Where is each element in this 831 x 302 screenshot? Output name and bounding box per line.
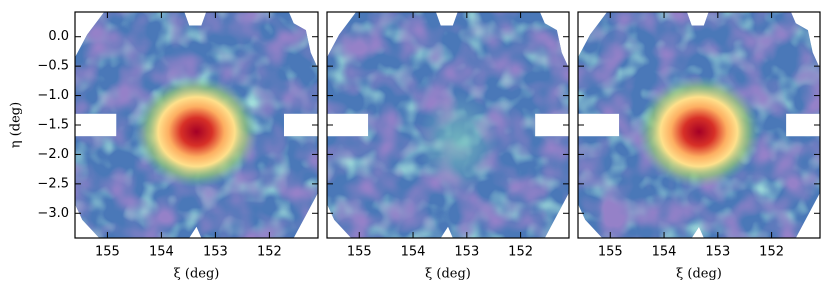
y-tick-label: −1.5 <box>37 118 69 133</box>
x-tick-label: 155 <box>95 245 120 260</box>
x-tick-label: 153 <box>705 245 730 260</box>
x-tick-label: 155 <box>598 245 623 260</box>
x-axis-label: ξ (deg) <box>425 267 471 282</box>
x-tick-label: 155 <box>347 245 372 260</box>
y-tick-label: −0.5 <box>37 59 69 74</box>
x-tick-label: 153 <box>454 245 479 260</box>
x-tick-label: 153 <box>203 245 228 260</box>
y-tick-label: 0.0 <box>48 29 69 44</box>
x-axis-label: ξ (deg) <box>174 267 220 282</box>
overdensity <box>134 75 259 188</box>
density-map <box>75 12 318 238</box>
x-tick-label: 152 <box>508 245 533 260</box>
overdensity <box>637 75 761 188</box>
x-tick-label: 154 <box>401 245 426 260</box>
y-tick-label: −1.0 <box>37 88 69 103</box>
density-map <box>327 12 569 238</box>
y-tick-label: −3.0 <box>37 206 69 221</box>
y-axis-label: η (deg) <box>9 102 24 148</box>
x-tick-label: 152 <box>759 245 784 260</box>
density-map <box>578 12 820 238</box>
x-tick-label: 152 <box>257 245 282 260</box>
y-tick-label: −2.5 <box>37 176 69 191</box>
diffuse-feature <box>418 91 498 192</box>
x-tick-label: 154 <box>149 245 174 260</box>
y-tick-label: −2.0 <box>37 147 69 162</box>
x-axis-label: ξ (deg) <box>676 267 722 282</box>
x-tick-label: 154 <box>652 245 677 260</box>
